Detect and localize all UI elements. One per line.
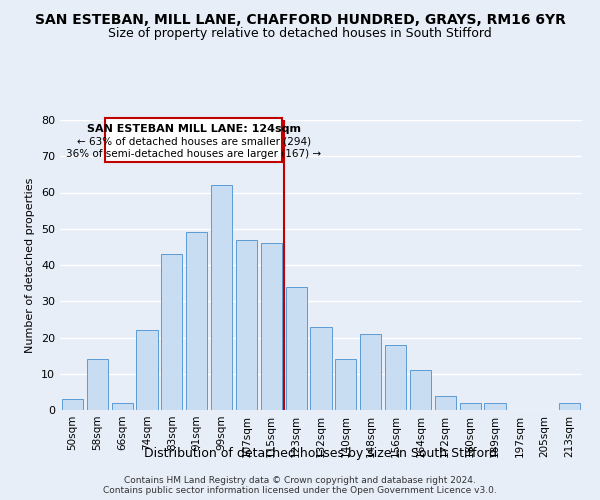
Bar bbox=[62, 399, 83, 410]
Bar bbox=[360, 334, 381, 410]
Bar bbox=[261, 244, 282, 410]
Bar bbox=[161, 254, 182, 410]
Text: 36% of semi-detached houses are larger (167) →: 36% of semi-detached houses are larger (… bbox=[66, 149, 321, 159]
Bar bbox=[286, 287, 307, 410]
Bar bbox=[310, 326, 332, 410]
Bar bbox=[410, 370, 431, 410]
Bar bbox=[87, 359, 108, 410]
Bar bbox=[559, 403, 580, 410]
FancyBboxPatch shape bbox=[105, 118, 283, 162]
Text: Contains HM Land Registry data © Crown copyright and database right 2024.: Contains HM Land Registry data © Crown c… bbox=[124, 476, 476, 485]
Bar bbox=[136, 330, 158, 410]
Bar bbox=[186, 232, 207, 410]
Text: ← 63% of detached houses are smaller (294): ← 63% of detached houses are smaller (29… bbox=[77, 136, 311, 146]
Text: Contains public sector information licensed under the Open Government Licence v3: Contains public sector information licen… bbox=[103, 486, 497, 495]
Text: SAN ESTEBAN, MILL LANE, CHAFFORD HUNDRED, GRAYS, RM16 6YR: SAN ESTEBAN, MILL LANE, CHAFFORD HUNDRED… bbox=[35, 12, 565, 26]
Y-axis label: Number of detached properties: Number of detached properties bbox=[25, 178, 35, 352]
Text: Size of property relative to detached houses in South Stifford: Size of property relative to detached ho… bbox=[108, 28, 492, 40]
Bar bbox=[484, 403, 506, 410]
Bar bbox=[335, 359, 356, 410]
Bar bbox=[236, 240, 257, 410]
Text: SAN ESTEBAN MILL LANE: 124sqm: SAN ESTEBAN MILL LANE: 124sqm bbox=[86, 124, 301, 134]
Bar bbox=[435, 396, 456, 410]
Bar bbox=[112, 403, 133, 410]
Text: Distribution of detached houses by size in South Stifford: Distribution of detached houses by size … bbox=[145, 448, 497, 460]
Bar bbox=[460, 403, 481, 410]
Bar bbox=[211, 185, 232, 410]
Bar bbox=[385, 345, 406, 410]
